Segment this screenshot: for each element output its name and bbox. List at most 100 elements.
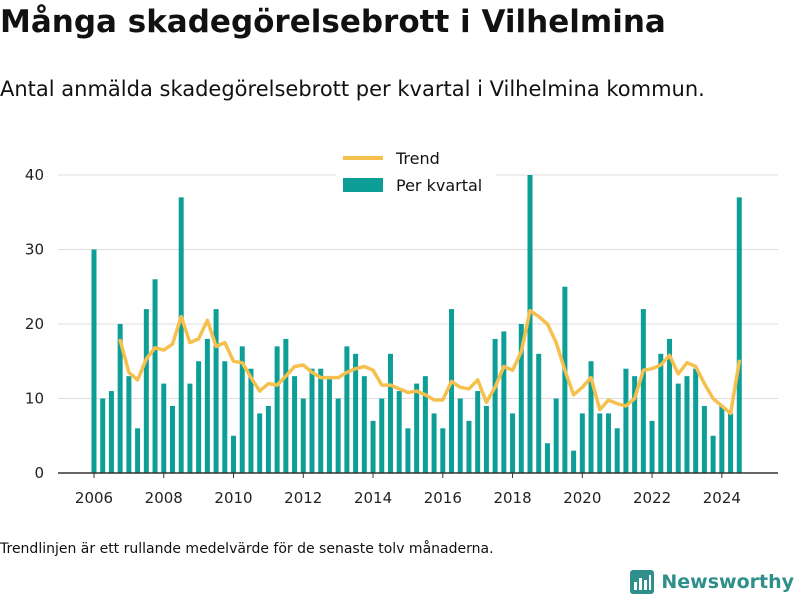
bar — [544, 443, 550, 473]
legend[interactable]: Trend Per kvartal — [336, 147, 496, 197]
bar — [335, 398, 341, 473]
bar — [326, 376, 332, 473]
bar — [510, 413, 516, 473]
bar — [257, 413, 263, 473]
x-tick-label: 2006 — [75, 489, 113, 507]
bar — [274, 346, 280, 473]
y-tick-label: 30 — [25, 241, 44, 259]
bar — [518, 324, 524, 473]
bar — [178, 197, 184, 473]
x-tick-label: 2010 — [214, 489, 252, 507]
bar — [248, 368, 254, 473]
bar — [379, 398, 385, 473]
bar — [684, 376, 690, 473]
bar — [605, 413, 611, 473]
bar — [449, 309, 455, 473]
bar — [536, 353, 542, 473]
bar — [571, 450, 577, 473]
x-tick-label: 2014 — [354, 489, 392, 507]
bar — [292, 376, 298, 473]
bar — [562, 286, 568, 473]
bar — [640, 309, 646, 473]
bar — [196, 361, 202, 473]
bar — [527, 175, 533, 473]
bar — [126, 376, 132, 473]
line-series-trend — [118, 308, 742, 416]
bar — [414, 383, 420, 473]
bar — [728, 413, 734, 473]
newsworthy-logo-icon — [630, 570, 655, 594]
x-tick-label: 2018 — [493, 489, 531, 507]
bar — [422, 376, 428, 473]
bar — [701, 405, 707, 473]
bar — [283, 338, 289, 473]
bar — [588, 361, 594, 473]
x-axis — [58, 472, 778, 478]
bar — [187, 383, 193, 473]
y-axis-tick-labels: 0 10 20 30 40 — [25, 166, 44, 482]
bar — [667, 338, 673, 473]
page-title: Många skadegörelsebrott i Vilhelmina — [0, 4, 666, 40]
bar — [658, 353, 664, 473]
bar — [117, 324, 123, 473]
bar — [553, 398, 559, 473]
bar — [169, 405, 175, 473]
x-tick-label: 2020 — [563, 489, 601, 507]
bar — [396, 391, 402, 473]
trend-line — [118, 308, 742, 416]
bar — [614, 428, 620, 473]
bar — [483, 405, 489, 473]
bar — [108, 391, 114, 473]
bar — [353, 353, 359, 473]
bar — [239, 346, 245, 473]
bar — [361, 376, 367, 473]
brand-name: Newsworthy — [661, 571, 794, 593]
y-tick-label: 20 — [25, 315, 44, 333]
legend-swatch-per-kvartal — [343, 178, 383, 192]
bar — [632, 376, 638, 473]
bar — [318, 368, 324, 473]
bar — [387, 353, 393, 473]
bar — [693, 368, 699, 473]
bar — [100, 398, 106, 473]
bar — [204, 338, 210, 473]
bar — [213, 309, 219, 473]
y-tick-label: 10 — [25, 390, 44, 408]
brand-logo[interactable]: Newsworthy — [629, 569, 794, 595]
x-tick-label: 2008 — [145, 489, 183, 507]
bar — [492, 338, 498, 473]
x-tick-label: 2012 — [284, 489, 322, 507]
bar — [475, 391, 481, 473]
bar — [309, 368, 315, 473]
bar — [143, 309, 149, 473]
bar — [265, 405, 271, 473]
bar — [222, 361, 228, 473]
x-tick-label: 2016 — [424, 489, 462, 507]
x-tick-label: 2022 — [633, 489, 671, 507]
footnote: Trendlinjen är ett rullande medelvärde f… — [0, 541, 494, 557]
bar — [405, 428, 411, 473]
bar — [649, 420, 655, 473]
y-tick-label: 0 — [34, 464, 44, 482]
bar — [231, 435, 237, 473]
bar — [579, 413, 585, 473]
legend-label-per-kvartal: Per kvartal — [396, 176, 482, 195]
bar — [344, 346, 350, 473]
bar — [161, 383, 167, 473]
bar — [710, 435, 716, 473]
bar-series-per-kvartal — [91, 175, 742, 473]
bar — [152, 279, 158, 473]
bar — [623, 368, 629, 473]
bar — [736, 197, 742, 473]
bar — [597, 413, 603, 473]
bar — [466, 420, 472, 473]
bar — [440, 428, 446, 473]
bar — [675, 383, 681, 473]
bar — [370, 420, 376, 473]
bar — [300, 398, 306, 473]
x-axis-tick-labels: 2006 2008 2010 2012 2014 2016 2018 2020 2022 2024 — [75, 489, 741, 507]
bar — [719, 405, 725, 473]
bar — [431, 413, 437, 473]
x-tick-label: 2024 — [703, 489, 741, 507]
